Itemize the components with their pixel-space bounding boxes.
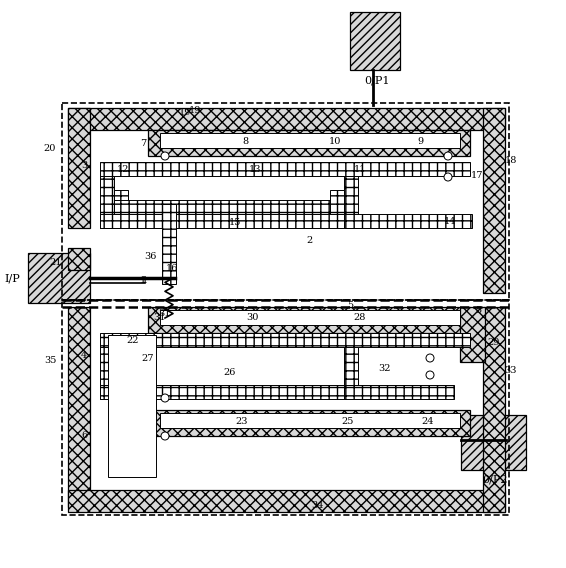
Text: 0/P1: 0/P1	[365, 75, 390, 85]
Circle shape	[161, 432, 169, 440]
Bar	[330, 190, 344, 214]
Bar	[148, 307, 470, 333]
Bar	[62, 300, 509, 515]
Text: 5: 5	[347, 300, 353, 310]
Bar	[461, 415, 526, 470]
Text: 26: 26	[224, 367, 236, 377]
Text: 25: 25	[342, 416, 354, 425]
Text: 27: 27	[142, 353, 155, 362]
Text: 4: 4	[81, 350, 87, 360]
Circle shape	[444, 173, 452, 181]
Text: 16: 16	[166, 264, 178, 273]
Bar	[100, 214, 358, 228]
Bar	[160, 310, 460, 325]
Text: I/P: I/P	[4, 273, 20, 283]
Bar	[68, 248, 90, 270]
Bar	[344, 347, 358, 399]
Bar	[100, 333, 470, 347]
Bar	[68, 108, 505, 130]
Text: 17: 17	[471, 170, 483, 179]
Bar	[100, 162, 470, 176]
Text: 8: 8	[242, 136, 248, 145]
Text: 22: 22	[127, 336, 139, 345]
Bar	[28, 253, 90, 303]
Text: 9: 9	[417, 136, 423, 145]
Text: 31: 31	[158, 308, 171, 318]
Bar	[344, 214, 472, 228]
Bar	[100, 385, 358, 399]
Text: 5: 5	[475, 306, 481, 315]
Text: 14: 14	[444, 216, 456, 225]
Circle shape	[426, 354, 434, 362]
Bar	[62, 103, 509, 300]
Bar	[160, 413, 460, 428]
Bar	[114, 190, 128, 214]
Text: 10: 10	[329, 136, 341, 145]
Text: 15: 15	[229, 218, 241, 227]
Text: 6: 6	[81, 431, 87, 440]
Text: 11: 11	[354, 165, 366, 173]
Text: 2: 2	[307, 236, 313, 244]
Circle shape	[444, 152, 452, 160]
Bar	[100, 347, 114, 399]
Bar	[483, 108, 505, 293]
Text: 34: 34	[312, 500, 324, 509]
Text: 20: 20	[44, 144, 56, 152]
Circle shape	[161, 394, 169, 402]
Text: 33: 33	[505, 365, 517, 374]
Bar	[350, 12, 400, 70]
Text: 19: 19	[179, 107, 191, 116]
Text: 1: 1	[140, 275, 146, 285]
Bar	[100, 176, 114, 228]
Text: 7: 7	[140, 139, 146, 148]
Text: 30: 30	[246, 312, 258, 321]
Text: 19: 19	[189, 106, 201, 115]
Text: 3: 3	[81, 161, 87, 169]
Text: 1: 1	[142, 275, 148, 285]
Bar	[344, 176, 358, 228]
Circle shape	[161, 152, 169, 160]
Bar	[68, 490, 505, 512]
Text: 18: 18	[505, 156, 517, 165]
Bar	[68, 307, 90, 507]
Bar	[162, 204, 176, 284]
Bar	[108, 335, 156, 477]
Text: 0/P2: 0/P2	[482, 475, 508, 485]
Text: 13: 13	[248, 165, 261, 173]
Text: 24: 24	[422, 416, 434, 425]
Text: 36: 36	[144, 252, 156, 261]
Bar	[148, 130, 470, 156]
Text: 29: 29	[488, 337, 500, 346]
Bar	[483, 307, 505, 512]
Text: 31: 31	[154, 312, 166, 321]
Text: 32: 32	[379, 364, 391, 373]
Text: 28: 28	[354, 312, 366, 321]
Text: 12: 12	[117, 165, 129, 173]
Circle shape	[426, 371, 434, 379]
Text: 21: 21	[50, 257, 62, 266]
Bar	[68, 108, 90, 228]
Bar	[160, 133, 460, 148]
Bar	[344, 385, 454, 399]
Bar	[114, 200, 344, 214]
Text: 23: 23	[236, 416, 248, 425]
Bar	[148, 410, 470, 436]
Bar	[460, 307, 485, 362]
Text: 35: 35	[44, 356, 56, 365]
